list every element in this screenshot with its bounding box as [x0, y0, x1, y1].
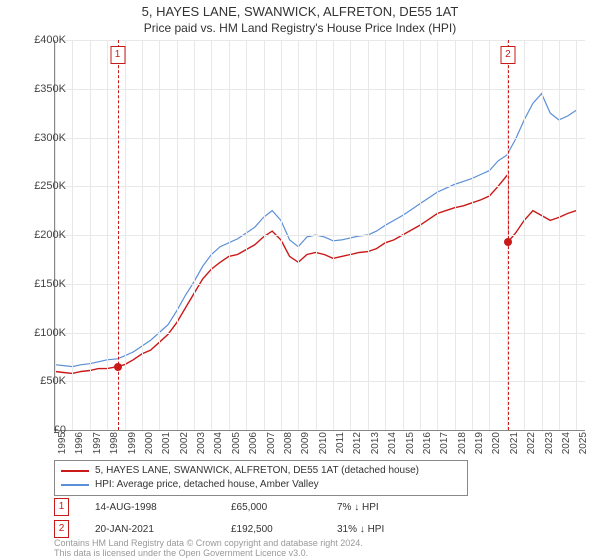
- x-tick-label: 2011: [335, 432, 346, 454]
- y-tick-label: £100K: [20, 327, 66, 339]
- event-dot: [504, 238, 512, 246]
- x-tick-label: 2005: [231, 432, 242, 454]
- x-tick-label: 2007: [266, 432, 277, 454]
- x-tick-label: 2012: [352, 432, 363, 454]
- x-tick-label: 1997: [92, 432, 103, 454]
- y-tick-label: £200K: [20, 229, 66, 241]
- x-tick-label: 2001: [161, 432, 172, 454]
- x-tick-label: 2008: [283, 432, 294, 454]
- x-tick-label: 2014: [387, 432, 398, 454]
- x-tick-label: 2000: [144, 432, 155, 454]
- x-tick-label: 2022: [526, 432, 537, 454]
- footer-attribution: Contains HM Land Registry data © Crown c…: [54, 538, 363, 558]
- legend-item-hpi: HPI: Average price, detached house, Ambe…: [61, 478, 461, 492]
- x-tick-label: 2020: [491, 432, 502, 454]
- y-tick-label: £350K: [20, 83, 66, 95]
- down-arrow-icon: ↓: [360, 524, 365, 535]
- down-arrow-icon: ↓: [354, 502, 359, 513]
- x-tick-label: 2017: [439, 432, 450, 454]
- x-tick-label: 2002: [179, 432, 190, 454]
- event-row-2: 2 20-JAN-2021 £192,500 31% ↓ HPI: [54, 520, 437, 538]
- event-dot: [114, 363, 122, 371]
- x-tick-label: 2021: [509, 432, 520, 454]
- x-tick-label: 2025: [578, 432, 589, 454]
- x-tick-label: 2016: [422, 432, 433, 454]
- x-tick-label: 2003: [196, 432, 207, 454]
- event-price-2: £192,500: [231, 524, 311, 535]
- x-tick-label: 1999: [127, 432, 138, 454]
- event-date-1: 14-AUG-1998: [95, 502, 205, 513]
- events-table: 1 14-AUG-1998 £65,000 7% ↓ HPI 2 20-JAN-…: [54, 498, 437, 542]
- event-date-2: 20-JAN-2021: [95, 524, 205, 535]
- legend-label-hpi: HPI: Average price, detached house, Ambe…: [95, 478, 319, 492]
- event-marker-2: 2: [54, 520, 69, 538]
- x-tick-label: 2010: [318, 432, 329, 454]
- chart-container: 5, HAYES LANE, SWANWICK, ALFRETON, DE55 …: [0, 0, 600, 560]
- y-tick-label: £150K: [20, 278, 66, 290]
- x-tick-label: 2004: [213, 432, 224, 454]
- legend-item-property: 5, HAYES LANE, SWANWICK, ALFRETON, DE55 …: [61, 464, 461, 478]
- event-pct-2: 31% ↓ HPI: [337, 524, 437, 535]
- chart-title-subtitle: Price paid vs. HM Land Registry's House …: [0, 19, 600, 35]
- y-tick-label: £400K: [20, 34, 66, 46]
- event-marker-box: 1: [110, 46, 125, 64]
- x-tick-label: 2018: [457, 432, 468, 454]
- y-tick-label: £250K: [20, 180, 66, 192]
- legend-box: 5, HAYES LANE, SWANWICK, ALFRETON, DE55 …: [54, 460, 468, 496]
- x-tick-label: 2013: [370, 432, 381, 454]
- event-price-1: £65,000: [231, 502, 311, 513]
- chart-plot-area: 12: [54, 40, 585, 431]
- event-marker-1: 1: [54, 498, 69, 516]
- x-tick-label: 2015: [405, 432, 416, 454]
- event-marker-box: 2: [500, 46, 515, 64]
- event-pct-1: 7% ↓ HPI: [337, 502, 437, 513]
- x-tick-label: 2009: [300, 432, 311, 454]
- x-tick-label: 2024: [561, 432, 572, 454]
- event-vline: [508, 40, 509, 430]
- chart-title-address: 5, HAYES LANE, SWANWICK, ALFRETON, DE55 …: [0, 0, 600, 19]
- y-tick-label: £300K: [20, 132, 66, 144]
- legend-line-property: [61, 470, 89, 472]
- event-row-1: 1 14-AUG-1998 £65,000 7% ↓ HPI: [54, 498, 437, 516]
- x-tick-label: 2019: [474, 432, 485, 454]
- x-tick-label: 1996: [74, 432, 85, 454]
- x-tick-label: 2006: [248, 432, 259, 454]
- x-tick-label: 1998: [109, 432, 120, 454]
- x-tick-label: 1995: [57, 432, 68, 454]
- legend-label-property: 5, HAYES LANE, SWANWICK, ALFRETON, DE55 …: [95, 464, 419, 478]
- y-tick-label: £50K: [20, 375, 66, 387]
- x-tick-label: 2023: [544, 432, 555, 454]
- legend-line-hpi: [61, 484, 89, 486]
- event-vline: [118, 40, 119, 430]
